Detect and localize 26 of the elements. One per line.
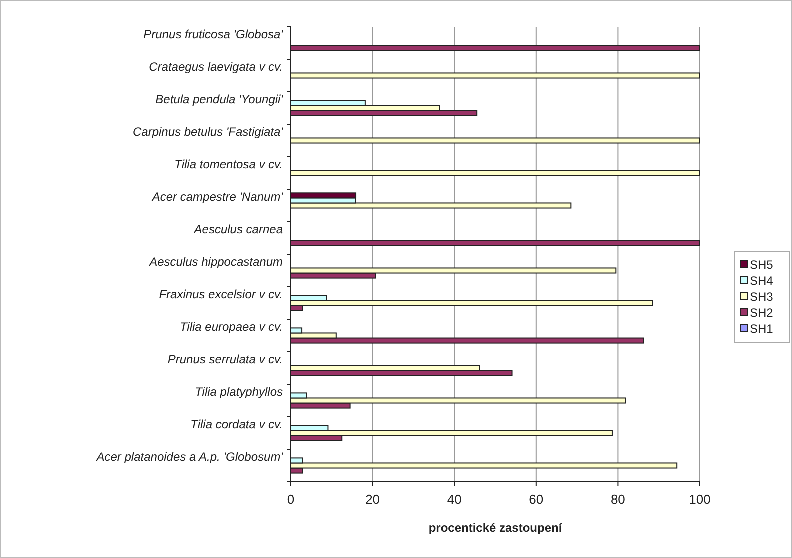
y-tick-label: Fraxinus excelsior v cv.: [159, 287, 283, 302]
y-tick-label: Acer campestre 'Nanum': [151, 190, 284, 204]
legend-label: SH4: [750, 274, 774, 288]
legend-label: SH3: [750, 290, 774, 304]
y-tick-label: Tilia platyphyllos: [195, 384, 283, 399]
x-tick-label: 60: [529, 492, 544, 507]
y-tick-label: Tilia europaea v cv.: [180, 320, 283, 334]
y-tick-label: Aesculus carnea: [193, 222, 284, 236]
y-tick-label: Acer platanoides a A.p. 'Globosum': [96, 450, 284, 464]
y-tick-label: Prunus serrulata v cv.: [168, 352, 283, 366]
x-tick-label: 20: [366, 492, 380, 507]
x-tick-label: 80: [610, 492, 626, 507]
y-tick-label: Tilia tomentosa v cv.: [174, 157, 283, 172]
x-tick-label: 40: [447, 492, 462, 507]
y-tick-label: Aesculus hippocastanum: [148, 254, 283, 269]
x-axis-title: procentické zastoupení: [428, 521, 563, 535]
legend-label: SH5: [750, 258, 774, 272]
y-tick-label: Tilia cordata v cv.: [190, 417, 283, 432]
legend-label: SH1: [750, 322, 774, 336]
legend-label: SH2: [750, 306, 774, 320]
y-tick-label: Prunus fruticosa 'Globosa': [144, 27, 284, 42]
y-tick-label: Crataegus laevigata v cv.: [149, 60, 283, 74]
y-tick-label: Carpinus betulus 'Fastigiata': [133, 124, 284, 139]
y-tick-label: Betula pendula 'Youngii': [156, 92, 284, 106]
x-tick-label: 0: [287, 492, 295, 507]
x-tick-label: 100: [689, 492, 711, 507]
